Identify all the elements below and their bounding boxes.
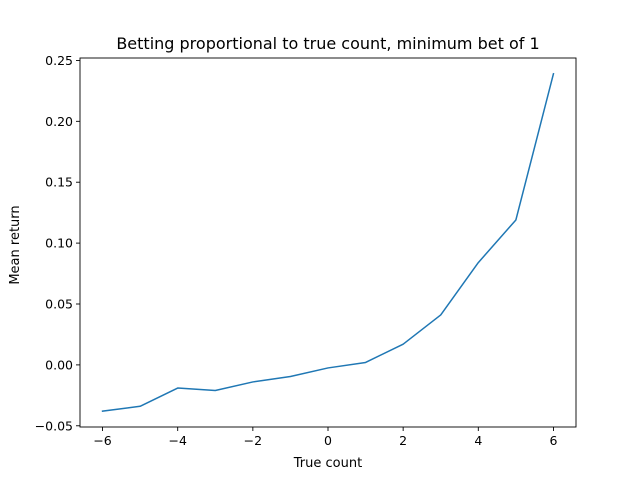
y-axis-label: Mean return xyxy=(8,205,23,284)
y-axis-ticks: −0.05 0.00 0.05 0.10 0.15 0.20 0.25 xyxy=(35,53,80,433)
y-tick-label: 0.00 xyxy=(45,357,73,372)
x-tick-label: 0 xyxy=(324,433,332,448)
x-tick-label: 4 xyxy=(474,433,482,448)
x-tick-label: −2 xyxy=(244,433,262,448)
x-tick-label: 6 xyxy=(549,433,557,448)
y-tick-label: 0.10 xyxy=(45,236,73,251)
y-tick-label: 0.05 xyxy=(45,297,73,312)
x-axis-ticks: −6 −4 −2 0 2 4 6 xyxy=(93,427,557,448)
y-tick-label: 0.25 xyxy=(45,53,73,68)
x-tick-label: 2 xyxy=(399,433,407,448)
y-tick-label: 0.20 xyxy=(45,114,73,129)
y-tick-label: 0.15 xyxy=(45,175,73,190)
series-line-0 xyxy=(101,72,555,413)
chart-title: Betting proportional to true count, mini… xyxy=(116,34,539,53)
x-axis-label: True count xyxy=(293,456,362,471)
x-tick-label: −6 xyxy=(93,433,111,448)
x-tick-label: −4 xyxy=(168,433,186,448)
y-tick-label: −0.05 xyxy=(35,418,73,433)
